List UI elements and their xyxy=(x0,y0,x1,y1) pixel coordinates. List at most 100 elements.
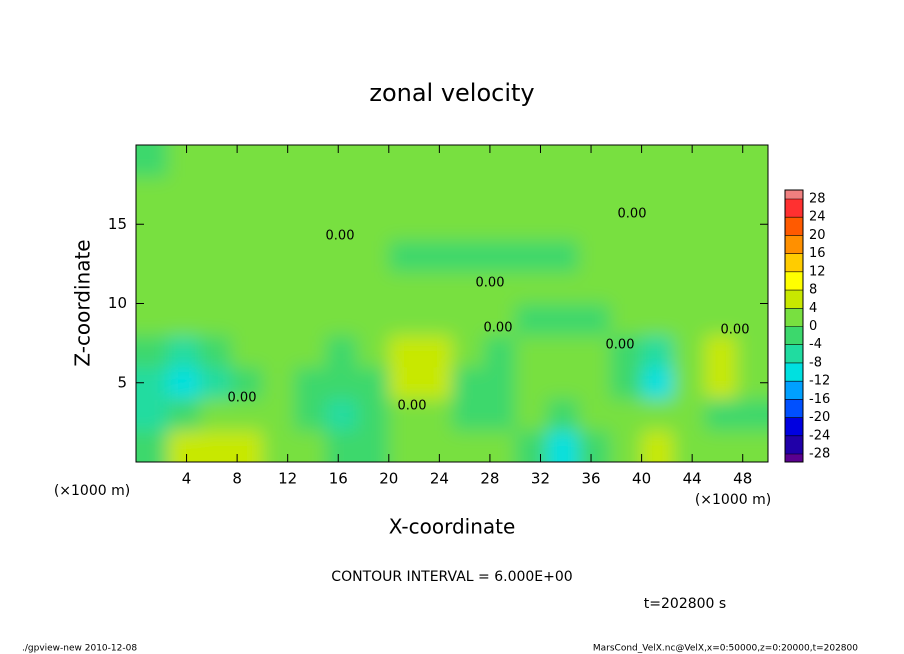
field-cell xyxy=(452,398,485,431)
colorbar-swatch xyxy=(785,271,803,291)
footer-right: MarsCond_VelX.nc@VelX,x=0:50000,z=0:2000… xyxy=(593,644,858,654)
y-tick-label: 15 xyxy=(108,215,127,233)
colorbar-label: 8 xyxy=(809,283,817,298)
field-cell xyxy=(483,240,516,273)
field-cell xyxy=(388,398,421,431)
x-tick-label: 12 xyxy=(278,470,297,488)
field-cell xyxy=(136,176,169,209)
field-cell xyxy=(388,271,421,304)
field-cell xyxy=(736,240,768,273)
field-cell xyxy=(357,430,390,462)
field-cell xyxy=(641,145,674,178)
colorbar-swatch xyxy=(785,326,803,345)
field-cell xyxy=(736,145,768,178)
field-cell xyxy=(420,398,453,431)
field-cell xyxy=(294,398,327,431)
field-cell xyxy=(704,303,737,336)
field-cell xyxy=(136,430,169,462)
field-cell xyxy=(610,398,643,431)
field-cell xyxy=(515,240,548,273)
field-cell xyxy=(294,271,327,304)
field-cell xyxy=(262,335,295,368)
field-cell xyxy=(262,271,295,304)
field-cell xyxy=(262,145,295,178)
field-cell xyxy=(357,145,390,178)
field-cell xyxy=(199,335,232,368)
colorbar-label: 4 xyxy=(809,301,817,316)
field-cell xyxy=(167,208,200,241)
field-cell xyxy=(515,271,548,304)
field-cell xyxy=(641,271,674,304)
x-tick-label: 20 xyxy=(379,470,398,488)
field-cell xyxy=(641,176,674,209)
colorbar-swatch xyxy=(785,290,803,309)
field-cell xyxy=(199,208,232,241)
field-cell xyxy=(230,303,263,336)
field-cell xyxy=(294,176,327,209)
field-cell xyxy=(610,145,643,178)
colorbar-label: 16 xyxy=(809,246,826,261)
field-cell xyxy=(136,240,169,273)
field-cell xyxy=(673,366,706,400)
field-cell xyxy=(167,398,200,431)
field-cell xyxy=(262,208,295,241)
field-cell xyxy=(483,271,516,304)
y-unit-label: (×1000 m) xyxy=(54,483,130,499)
field-cell xyxy=(704,208,737,241)
field-cell xyxy=(199,398,232,431)
colorbar-swatch xyxy=(785,381,803,400)
field-cell xyxy=(546,398,579,431)
field-cell xyxy=(325,145,358,178)
field-cell xyxy=(262,303,295,336)
field-cell xyxy=(167,303,200,336)
field-cell xyxy=(546,208,579,241)
field-cell xyxy=(452,271,485,304)
field-cell xyxy=(736,430,768,462)
field-cell xyxy=(294,303,327,336)
field-cell xyxy=(610,240,643,273)
field-cell xyxy=(641,398,674,431)
field-cell xyxy=(136,145,169,178)
colorbar-label: -8 xyxy=(809,355,822,370)
field-cell xyxy=(262,398,295,431)
y-axis-label: Z-coordinate xyxy=(71,239,95,366)
field-cell xyxy=(199,145,232,178)
field-cell xyxy=(452,366,485,400)
field-cell xyxy=(136,303,169,336)
field-cell xyxy=(546,303,579,336)
colorbar-swatch xyxy=(785,217,803,236)
field-cell xyxy=(294,240,327,273)
field-cell xyxy=(325,366,358,400)
field-cell xyxy=(420,145,453,178)
field-cell xyxy=(641,366,674,400)
field-cell xyxy=(736,398,768,431)
field-cell xyxy=(452,335,485,368)
colorbar-label: -20 xyxy=(809,410,830,425)
colorbar-swatch xyxy=(785,417,803,436)
field-cell xyxy=(420,176,453,209)
x-tick-label: 8 xyxy=(232,470,242,488)
field-cell xyxy=(199,303,232,336)
field-cell xyxy=(610,176,643,209)
field-cell xyxy=(357,176,390,209)
field-cell xyxy=(357,303,390,336)
field-cell xyxy=(136,398,169,431)
colorbar-label: -28 xyxy=(809,447,830,462)
field-cell xyxy=(578,271,611,304)
field-cell xyxy=(325,335,358,368)
colorbar-label: 12 xyxy=(809,264,826,279)
colorbar-swatch xyxy=(785,199,803,218)
field-cell xyxy=(294,430,327,462)
x-tick-label: 32 xyxy=(531,470,550,488)
field-cell xyxy=(452,145,485,178)
field-cell xyxy=(325,271,358,304)
field-cell xyxy=(230,398,263,431)
field-cell xyxy=(483,208,516,241)
field-cell xyxy=(736,176,768,209)
field-cell xyxy=(704,271,737,304)
field-cell xyxy=(610,366,643,400)
y-tick-label: 5 xyxy=(117,373,127,391)
field-cell xyxy=(325,430,358,462)
field-cell xyxy=(167,335,200,368)
